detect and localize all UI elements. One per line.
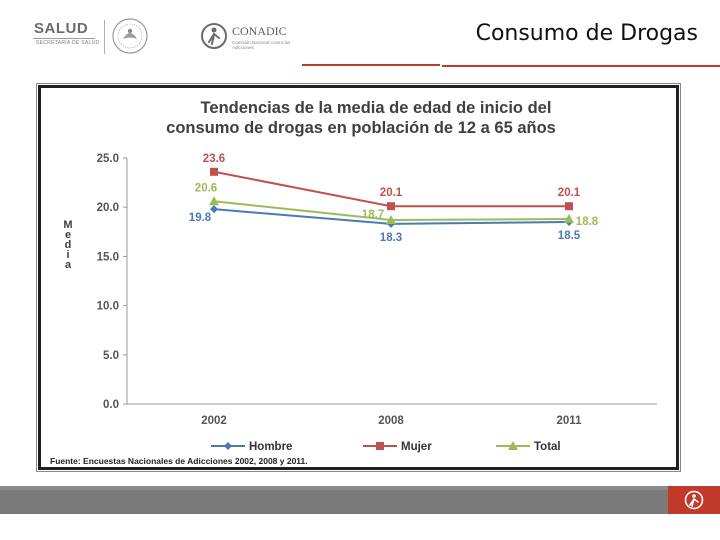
data-label: 18.7 (362, 209, 384, 221)
legend-item-total: Total (496, 441, 561, 453)
salud-logo: SALUD SECRETARÍA DE SALUD (28, 20, 100, 52)
data-label: 19.8 (189, 212, 212, 224)
y-tick-label: 15.0 (97, 251, 119, 263)
y-tick-label: 25.0 (97, 153, 119, 165)
y-axis-label-char: e (65, 229, 71, 241)
header-rule-left (302, 64, 440, 66)
logo-divider (104, 20, 105, 54)
header-rule-right (442, 65, 720, 67)
footer-band-inner (0, 490, 720, 514)
x-tick-label: 2011 (557, 415, 583, 427)
conadic-logo-text: CONADIC (232, 24, 287, 38)
conadic-footer-icon (684, 490, 704, 510)
data-point (564, 214, 574, 224)
legend-item-hombre: Hombre (211, 441, 292, 453)
data-label: 20.1 (558, 187, 581, 199)
data-label: 20.6 (195, 182, 217, 194)
data-point (387, 202, 395, 211)
national-seal-icon (112, 18, 148, 54)
legend-label: Hombre (249, 441, 292, 453)
legend-label: Total (534, 441, 561, 453)
conadic-logo-subtext: Comisión Nacional contra las Adicciones (232, 40, 291, 50)
y-axis-label-char: M (63, 219, 72, 231)
y-tick-label: 10.0 (97, 301, 119, 313)
y-tick-label: 5.0 (103, 350, 119, 362)
chart-frame: Tendencias de la media de edad de inicio… (36, 83, 681, 472)
salud-logo-text: SALUD (34, 20, 89, 37)
legend-item-mujer: Mujer (363, 441, 432, 453)
legend-label: Mujer (401, 441, 432, 453)
data-point (210, 205, 218, 214)
y-tick-label: 20.0 (97, 202, 119, 214)
data-point (210, 167, 218, 176)
y-axis-label-char: d (65, 239, 72, 251)
legend-marker (376, 442, 384, 450)
data-label: 23.6 (203, 153, 225, 165)
salud-logo-rule (33, 38, 95, 39)
data-point (209, 196, 219, 206)
y-axis-label-char: i (66, 249, 69, 261)
chart-source-note: Fuente: Encuestas Nacionales de Adiccion… (50, 456, 308, 466)
data-point (386, 214, 396, 224)
y-tick-label: 0.0 (103, 399, 119, 411)
x-tick-label: 2008 (378, 415, 404, 427)
data-label: 18.5 (558, 230, 581, 242)
slide-header: SALUD SECRETARÍA DE SALUD CONADIC Comisi… (0, 0, 720, 70)
salud-logo-subtext: SECRETARÍA DE SALUD (36, 40, 100, 46)
conadic-emblem-icon (201, 23, 227, 49)
series-mujer: 23.6 20.1 20.1 (203, 153, 581, 211)
conadic-logo: CONADIC Comisión Nacional contra las Adi… (200, 22, 310, 52)
data-label: 18.3 (380, 232, 402, 244)
legend-marker (224, 442, 232, 450)
chart-title-line2: consumo de drogas en población de 12 a 6… (166, 119, 556, 137)
data-point (565, 202, 573, 211)
chart-title-line1: Tendencias de la media de edad de inicio… (201, 99, 552, 117)
data-label: 20.1 (380, 187, 403, 199)
footer-emblem (668, 486, 720, 514)
y-axis-label-char: a (65, 259, 72, 271)
line-chart: Tendencias de la media de edad de inicio… (50, 99, 657, 466)
series-total: 20.6 18.7 18.8 (195, 182, 599, 228)
legend-marker (508, 441, 518, 450)
x-tick-label: 2002 (201, 415, 227, 427)
series-hombre: 19.8 18.3 18.5 (189, 205, 581, 244)
data-label: 18.8 (576, 216, 599, 228)
page-title: Consumo de Drogas (475, 21, 698, 46)
